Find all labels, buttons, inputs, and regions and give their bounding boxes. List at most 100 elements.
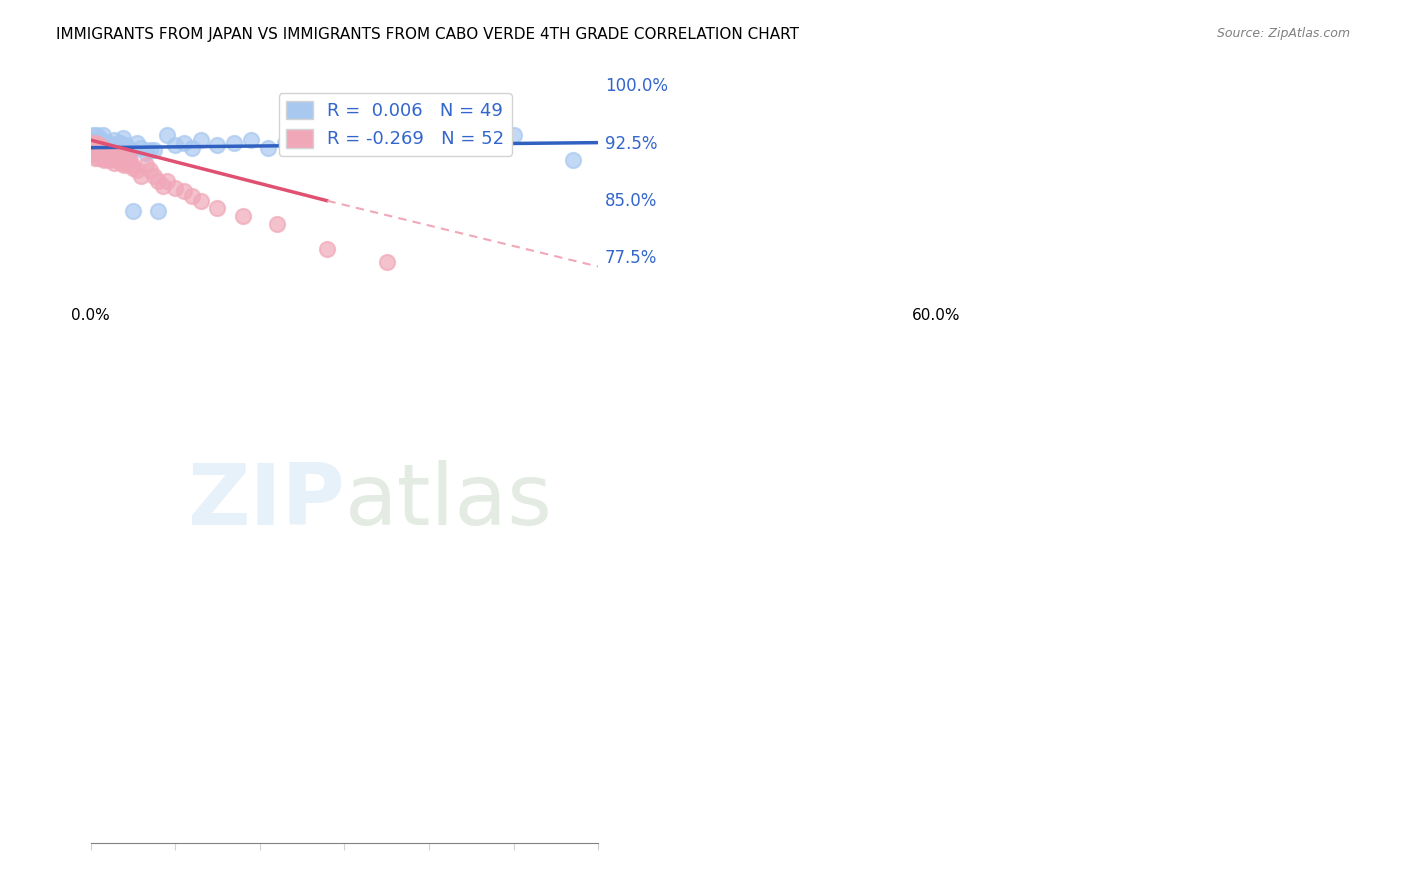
Point <box>148 173 170 187</box>
Point <box>120 158 142 172</box>
Point <box>135 158 157 172</box>
Point <box>80 145 103 160</box>
Point <box>96 145 118 160</box>
Point <box>96 151 118 165</box>
Point <box>165 138 187 153</box>
Point <box>87 145 110 160</box>
Point <box>139 163 162 178</box>
Point <box>156 173 179 187</box>
Point <box>84 133 107 147</box>
Text: 60.0%: 60.0% <box>912 309 960 323</box>
Point <box>181 141 204 155</box>
Point <box>94 143 117 157</box>
Point <box>120 143 142 157</box>
Point <box>100 145 122 160</box>
Point <box>122 161 145 175</box>
Point <box>111 130 134 145</box>
Point <box>86 145 108 160</box>
Point <box>86 141 108 155</box>
Point <box>93 141 115 155</box>
Point <box>117 151 139 165</box>
Point <box>257 141 280 155</box>
Point <box>80 133 103 147</box>
Point <box>103 156 125 170</box>
Point <box>91 145 114 160</box>
Point <box>135 145 157 160</box>
Point <box>127 163 149 178</box>
Point <box>156 128 179 142</box>
Point <box>84 136 107 150</box>
Point <box>115 156 138 170</box>
Point <box>561 153 583 168</box>
Point <box>173 184 195 198</box>
Point <box>232 209 254 223</box>
Point <box>165 181 187 195</box>
Point <box>122 203 145 218</box>
Point <box>107 143 129 157</box>
Text: Source: ZipAtlas.com: Source: ZipAtlas.com <box>1216 27 1350 40</box>
Text: 0.0%: 0.0% <box>72 309 110 323</box>
Point <box>104 138 127 153</box>
Point <box>91 133 114 147</box>
Point <box>96 143 118 157</box>
Point <box>104 145 127 160</box>
Point <box>83 151 105 165</box>
Point <box>86 128 108 142</box>
Point <box>240 133 263 147</box>
Point <box>110 136 132 150</box>
Point <box>89 138 111 153</box>
Point <box>333 128 356 142</box>
Text: IMMIGRANTS FROM JAPAN VS IMMIGRANTS FROM CABO VERDE 4TH GRADE CORRELATION CHART: IMMIGRANTS FROM JAPAN VS IMMIGRANTS FROM… <box>56 27 799 42</box>
Point <box>418 136 440 150</box>
Point <box>82 136 104 150</box>
Point <box>98 136 121 150</box>
Text: atlas: atlas <box>344 460 553 543</box>
Point <box>90 145 112 160</box>
Point <box>107 153 129 168</box>
Point <box>224 136 246 150</box>
Point <box>131 141 153 155</box>
Point <box>93 153 115 168</box>
Point <box>115 138 138 153</box>
Point <box>181 188 204 202</box>
Text: ZIP: ZIP <box>187 460 344 543</box>
Point <box>91 143 114 157</box>
Point <box>83 145 105 160</box>
Point <box>274 136 297 150</box>
Point <box>91 128 114 142</box>
Point <box>98 153 121 168</box>
Point <box>111 151 134 165</box>
Point <box>86 143 108 157</box>
Point <box>110 156 132 170</box>
Point <box>207 138 229 153</box>
Point <box>152 178 174 193</box>
Point <box>502 128 524 142</box>
Point <box>103 133 125 147</box>
Point <box>90 136 112 150</box>
Point <box>114 158 136 172</box>
Point <box>90 151 112 165</box>
Point <box>82 141 104 155</box>
Point <box>118 145 141 160</box>
Point <box>94 148 117 162</box>
Point <box>82 143 104 157</box>
Point <box>143 169 166 183</box>
Point <box>108 148 131 162</box>
Point <box>90 143 112 157</box>
Point <box>148 203 170 218</box>
Point <box>316 242 339 256</box>
Point <box>118 153 141 168</box>
Point <box>190 194 212 208</box>
Point <box>127 136 149 150</box>
Legend: R =  0.006   N = 49, R = -0.269   N = 52: R = 0.006 N = 49, R = -0.269 N = 52 <box>278 94 512 155</box>
Point <box>207 202 229 216</box>
Point <box>139 143 162 157</box>
Point <box>131 169 153 183</box>
Point <box>266 217 288 231</box>
Point <box>87 138 110 153</box>
Point <box>375 254 398 268</box>
Point <box>100 148 122 162</box>
Point <box>83 145 105 160</box>
Point <box>114 143 136 157</box>
Point <box>87 133 110 147</box>
